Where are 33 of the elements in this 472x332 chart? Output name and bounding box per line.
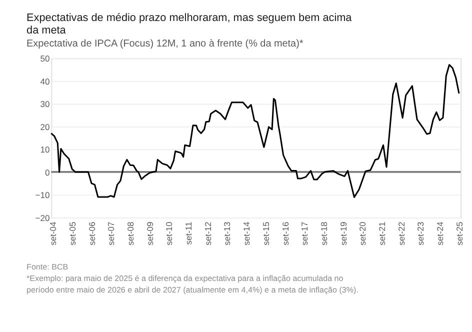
x-tick-label: set-14: [242, 221, 252, 246]
x-tick-label: set-20: [358, 221, 368, 246]
x-tick-label: set-18: [318, 221, 329, 246]
chart-title: Expectativas de médio prazo melhoraram, mas seguem bem acima da meta: [26, 12, 353, 37]
x-tick-label: set-15: [260, 221, 271, 246]
x-tick-label: set-21: [376, 221, 387, 246]
x-tick-label: set-10: [164, 221, 174, 246]
x-tick-label: set-25: [454, 221, 464, 246]
x-tick-label: set-12: [202, 221, 213, 246]
x-tick-label: set-22: [396, 221, 406, 246]
x-tick-label: set-11: [184, 221, 194, 245]
x-tick-label: set-04: [48, 221, 58, 246]
x-tick-label: set-06: [86, 221, 97, 246]
y-tick-label: −20: [35, 212, 50, 223]
y-tick-label: 20: [40, 122, 50, 132]
x-tick-label: set-24: [435, 221, 446, 246]
y-tick-label: 40: [40, 76, 50, 86]
y-tick-label: 50: [40, 54, 50, 64]
y-tick-label: 0: [45, 167, 50, 178]
x-tick-label: set-13: [222, 221, 232, 246]
chart-subtitle: Expectativa de IPCA (Focus) 12M, 1 ano à frente (% da meta)*: [26, 38, 304, 50]
y-tick-label: 10: [40, 144, 50, 155]
x-tick-label: set-07: [106, 221, 116, 246]
line-series: [50, 64, 460, 198]
x-tick-label: set-05: [67, 221, 78, 246]
x-tick-label: set-17: [300, 221, 310, 246]
x-tick-label: set-09: [144, 221, 155, 246]
x-tick-label: set-08: [126, 221, 136, 246]
x-tick-label: set-19: [338, 221, 348, 246]
y-tick-label: 30: [40, 99, 50, 110]
x-tick-label: set-23: [416, 221, 426, 246]
x-tick-label: set-16: [280, 221, 290, 246]
y-tick-label: −10: [35, 190, 50, 200]
